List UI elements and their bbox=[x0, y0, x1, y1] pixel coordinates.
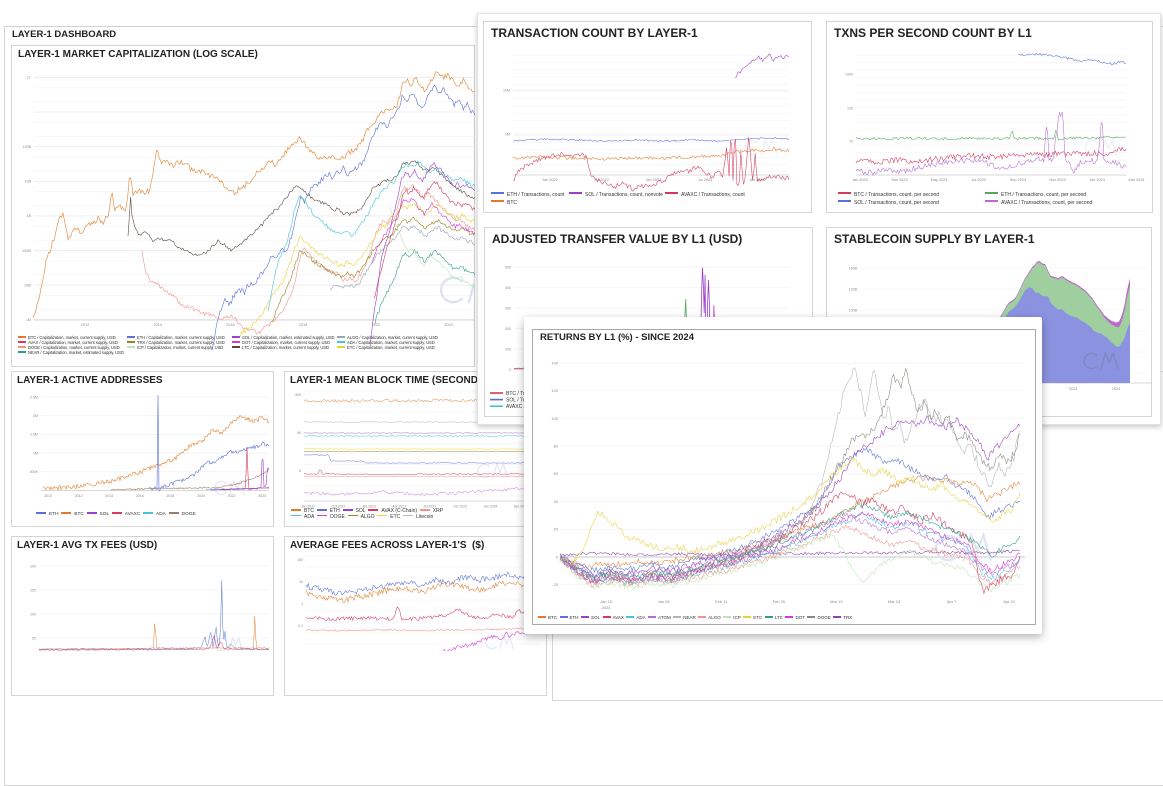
svg-text:1M: 1M bbox=[505, 132, 510, 136]
svg-text:100M: 100M bbox=[22, 249, 31, 253]
svg-text:BTC / Transfers: BTC / Transfers bbox=[506, 391, 542, 397]
svg-text:Apr 7: Apr 7 bbox=[947, 599, 957, 604]
svg-text:Jul 2022: Jul 2022 bbox=[595, 178, 609, 182]
svg-text:60: 60 bbox=[297, 431, 301, 435]
svg-text:10: 10 bbox=[299, 580, 303, 584]
svg-text:100: 100 bbox=[297, 558, 303, 562]
svg-text:1T: 1T bbox=[27, 76, 32, 80]
svg-text:1M: 1M bbox=[33, 451, 38, 455]
svg-text:50: 50 bbox=[32, 636, 36, 640]
svg-text:1B: 1B bbox=[27, 214, 32, 218]
svg-text:0: 0 bbox=[556, 554, 559, 559]
svg-text:100: 100 bbox=[847, 106, 853, 110]
svg-text:300: 300 bbox=[505, 306, 511, 310]
svg-text:1M: 1M bbox=[26, 318, 31, 322]
svg-text:2014: 2014 bbox=[153, 323, 161, 327]
svg-text:Jan 2023: Jan 2023 bbox=[646, 178, 662, 182]
svg-text:Jul 2023: Jul 2023 bbox=[971, 178, 985, 182]
svg-text:2012: 2012 bbox=[81, 323, 89, 327]
svg-text:Jan 2024: Jan 2024 bbox=[749, 178, 765, 182]
svg-text:10M: 10M bbox=[24, 283, 31, 287]
svg-text:10M: 10M bbox=[503, 88, 510, 92]
svg-text:Apr 2024: Apr 2024 bbox=[514, 505, 528, 509]
svg-text:Jan 2022: Jan 2022 bbox=[301, 505, 315, 509]
svg-text:80: 80 bbox=[554, 444, 559, 449]
svg-text:Apr 21: Apr 21 bbox=[1003, 599, 1016, 604]
svg-text:2020: 2020 bbox=[372, 323, 380, 327]
svg-text:120: 120 bbox=[551, 388, 558, 393]
svg-text:100B: 100B bbox=[849, 308, 858, 312]
svg-text:May 2023: May 2023 bbox=[931, 178, 948, 182]
svg-text:Feb 11: Feb 11 bbox=[715, 599, 728, 604]
svg-text:2016: 2016 bbox=[226, 323, 234, 327]
svg-text:500K: 500K bbox=[30, 470, 39, 474]
svg-text:Mar 2024: Mar 2024 bbox=[1128, 178, 1144, 182]
svg-text:2010: 2010 bbox=[44, 494, 52, 498]
svg-text:Jan 15: Jan 15 bbox=[600, 599, 613, 604]
svg-text:1000: 1000 bbox=[845, 72, 853, 76]
svg-text:Jul 2023: Jul 2023 bbox=[698, 178, 712, 182]
svg-text:SOL / Transfers: SOL / Transfers bbox=[506, 397, 541, 403]
svg-text:2024: 2024 bbox=[1112, 387, 1120, 391]
svg-text:Jan 2022: Jan 2022 bbox=[542, 178, 558, 182]
svg-text:60: 60 bbox=[554, 471, 559, 476]
svg-text:2014: 2014 bbox=[105, 494, 113, 498]
svg-text:140: 140 bbox=[551, 360, 558, 365]
svg-text:Feb 25: Feb 25 bbox=[773, 599, 786, 604]
svg-text:2016: 2016 bbox=[136, 494, 144, 498]
svg-text:Jul 2023: Jul 2023 bbox=[423, 505, 436, 509]
svg-text:2023: 2023 bbox=[1069, 387, 1077, 391]
svg-text:2012: 2012 bbox=[75, 494, 83, 498]
svg-text:Nov 2023: Nov 2023 bbox=[1049, 178, 1065, 182]
svg-text:2.5M: 2.5M bbox=[30, 395, 38, 399]
svg-text:2024: 2024 bbox=[602, 605, 612, 610]
svg-text:100: 100 bbox=[505, 347, 511, 351]
svg-text:Oct 2022: Oct 2022 bbox=[332, 505, 346, 509]
svg-text:6: 6 bbox=[299, 469, 301, 473]
svg-text:1: 1 bbox=[301, 602, 303, 606]
svg-text:Jan 2024: Jan 2024 bbox=[483, 505, 497, 509]
svg-text:100: 100 bbox=[551, 416, 558, 421]
svg-text:-20: -20 bbox=[552, 582, 559, 587]
svg-text:100B: 100B bbox=[23, 145, 32, 149]
svg-text:Jan 2023: Jan 2023 bbox=[362, 505, 376, 509]
svg-text:2018: 2018 bbox=[299, 323, 307, 327]
svg-text:0: 0 bbox=[509, 368, 511, 372]
svg-text:2020: 2020 bbox=[197, 494, 205, 498]
svg-text:2018: 2018 bbox=[166, 494, 174, 498]
svg-text:2022: 2022 bbox=[228, 494, 236, 498]
svg-text:10B: 10B bbox=[25, 180, 32, 184]
svg-text:600: 600 bbox=[295, 393, 301, 397]
svg-text:Mar 10: Mar 10 bbox=[830, 599, 843, 604]
svg-text:0.1: 0.1 bbox=[298, 624, 303, 628]
svg-text:Sep 2023: Sep 2023 bbox=[1010, 178, 1026, 182]
svg-text:Mar 24: Mar 24 bbox=[888, 599, 901, 604]
svg-text:10: 10 bbox=[849, 139, 853, 143]
svg-text:Apr 2023: Apr 2023 bbox=[392, 505, 406, 509]
svg-text:20: 20 bbox=[554, 527, 559, 532]
svg-text:2022: 2022 bbox=[444, 323, 452, 327]
svg-text:Jan 2023: Jan 2023 bbox=[852, 178, 868, 182]
svg-text:100: 100 bbox=[30, 612, 36, 616]
svg-text:140B: 140B bbox=[849, 266, 858, 270]
svg-text:200: 200 bbox=[505, 327, 511, 331]
svg-text:1.5M: 1.5M bbox=[30, 433, 38, 437]
svg-text:2024: 2024 bbox=[258, 494, 266, 498]
svg-text:Jan 28: Jan 28 bbox=[658, 599, 671, 604]
svg-text:400: 400 bbox=[505, 286, 511, 290]
svg-text:40: 40 bbox=[554, 499, 559, 504]
svg-text:2M: 2M bbox=[33, 414, 38, 418]
svg-text:150: 150 bbox=[30, 588, 36, 592]
svg-text:200: 200 bbox=[30, 564, 36, 568]
svg-text:500: 500 bbox=[505, 265, 511, 269]
svg-text:120B: 120B bbox=[849, 287, 858, 291]
svg-text:Jan 2024: Jan 2024 bbox=[1089, 178, 1105, 182]
svg-text:Mar 2023: Mar 2023 bbox=[891, 178, 907, 182]
svg-text:Oct 2023: Oct 2023 bbox=[453, 505, 467, 509]
